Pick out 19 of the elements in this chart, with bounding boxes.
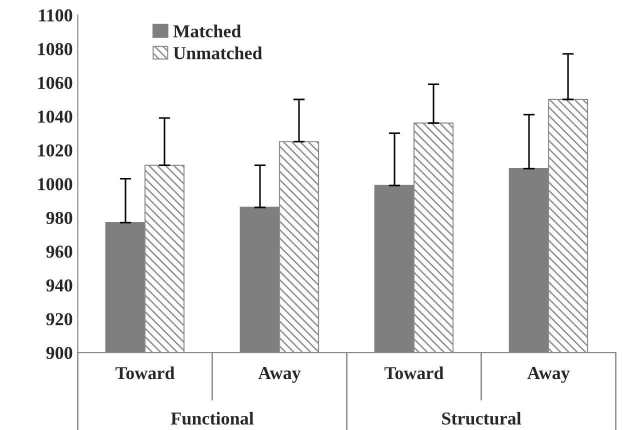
y-tick-label: 1040 <box>38 110 72 123</box>
y-tick-label: 940 <box>46 279 72 292</box>
legend-label: Matched <box>173 24 242 38</box>
x-tick-label: Toward <box>384 366 444 380</box>
legend-label: Unmatched <box>173 46 262 60</box>
y-tick-label: 920 <box>46 313 72 326</box>
y-tick-label: 1080 <box>38 43 72 56</box>
y-tick-label: 1060 <box>38 76 72 89</box>
x-tick-label: Away <box>258 367 301 383</box>
text: Structural <box>442 412 522 425</box>
y-tick-label: 900 <box>46 346 72 360</box>
y-tick-label: 1000 <box>38 178 72 190</box>
y-tick-label: 1020 <box>38 144 72 157</box>
text: Functional <box>170 412 254 425</box>
x-tick-label: Away <box>527 367 570 383</box>
y-tick-label: 980 <box>46 212 72 224</box>
x-tick-label: Toward <box>116 366 175 380</box>
y-tick-label: 1100 <box>39 9 72 22</box>
y-tick-label: 960 <box>46 246 72 258</box>
